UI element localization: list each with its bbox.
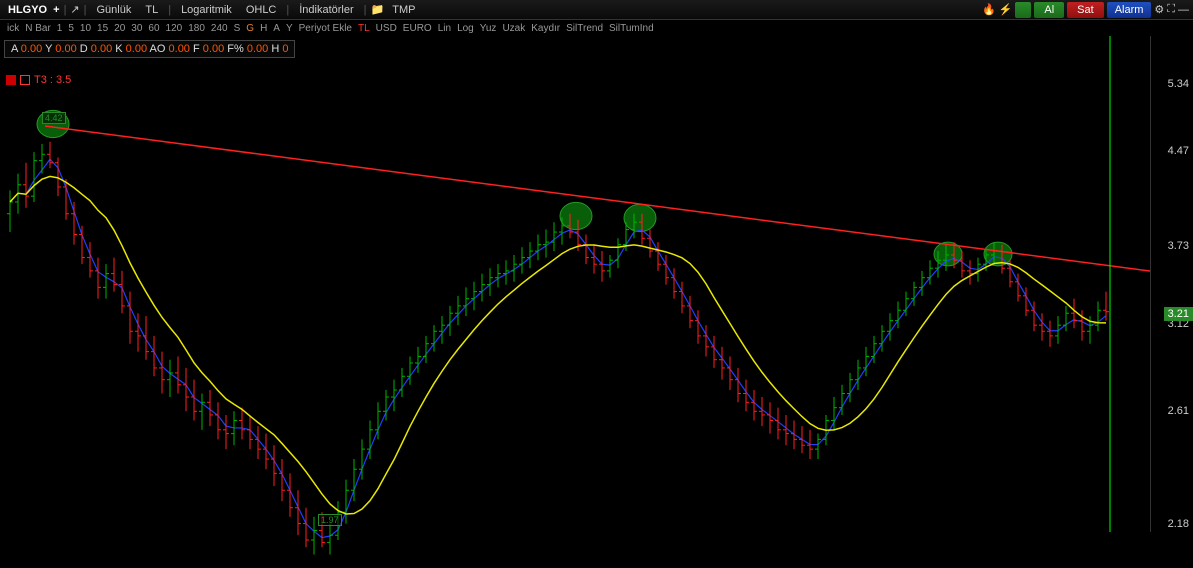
period-uzak[interactable]: Uzak bbox=[499, 23, 528, 34]
period-tl[interactable]: TL bbox=[355, 23, 373, 34]
period-240[interactable]: 240 bbox=[208, 23, 231, 34]
folder-icon[interactable]: 📁 bbox=[371, 3, 385, 16]
period-lin[interactable]: Lin bbox=[435, 23, 454, 34]
period-1[interactable]: 1 bbox=[54, 23, 66, 34]
y-tick: 3.73 bbox=[1168, 240, 1189, 252]
symbol-label[interactable]: HLGYO bbox=[4, 4, 51, 16]
main-toolbar: HLGYO + | ↗ | Günlük TL | Logaritmik OHL… bbox=[0, 0, 1193, 20]
period-a[interactable]: A bbox=[270, 23, 283, 34]
period-10[interactable]: 10 bbox=[77, 23, 94, 34]
style-select[interactable]: OHLC bbox=[240, 4, 283, 16]
currency-select[interactable]: TL bbox=[139, 4, 164, 16]
period-h[interactable]: H bbox=[257, 23, 270, 34]
expand-icon[interactable]: ⛶ bbox=[1167, 3, 1175, 16]
green-action-icon[interactable] bbox=[1015, 2, 1031, 18]
scale-select[interactable]: Logaritmik bbox=[175, 4, 238, 16]
bolt-icon[interactable]: ⚡ bbox=[999, 3, 1013, 16]
period-120[interactable]: 120 bbox=[163, 23, 186, 34]
add-icon[interactable]: + bbox=[53, 4, 59, 16]
period-30[interactable]: 30 bbox=[128, 23, 145, 34]
period-ick[interactable]: ick bbox=[4, 23, 22, 34]
price-chart[interactable] bbox=[0, 36, 1150, 568]
y-tick: 5.34 bbox=[1168, 78, 1189, 90]
flame-icon[interactable]: 🔥 bbox=[982, 3, 996, 16]
current-price-tag: 3.21 bbox=[1164, 307, 1193, 321]
low-callout: 1.97 bbox=[318, 514, 342, 526]
high-callout: 4.42 bbox=[42, 112, 66, 124]
minimize-icon[interactable]: — bbox=[1178, 4, 1189, 16]
indicators-button[interactable]: İndikatörler bbox=[293, 4, 359, 16]
period-kaydır[interactable]: Kaydır bbox=[528, 23, 563, 34]
period-siltumind[interactable]: SilTumInd bbox=[606, 23, 657, 34]
period-yuz[interactable]: Yuz bbox=[477, 23, 500, 34]
period-s[interactable]: S bbox=[231, 23, 244, 34]
period-siltrend[interactable]: SilTrend bbox=[563, 23, 606, 34]
period-euro[interactable]: EURO bbox=[400, 23, 435, 34]
period-usd[interactable]: USD bbox=[373, 23, 400, 34]
alarm-button[interactable]: Alarm bbox=[1107, 2, 1152, 18]
sell-button[interactable]: Sat bbox=[1067, 2, 1104, 18]
timeframe-select[interactable]: Günlük bbox=[91, 4, 138, 16]
y-tick: 2.18 bbox=[1168, 518, 1189, 530]
buy-button[interactable]: Al bbox=[1034, 2, 1064, 18]
period-60[interactable]: 60 bbox=[145, 23, 162, 34]
period-15[interactable]: 15 bbox=[94, 23, 111, 34]
tmp-button[interactable]: TMP bbox=[386, 4, 421, 16]
period-20[interactable]: 20 bbox=[111, 23, 128, 34]
period-bar: ickN Bar151015203060120180240SGHAYPeriyo… bbox=[0, 20, 1193, 36]
period-n-bar[interactable]: N Bar bbox=[22, 23, 54, 34]
period-180[interactable]: 180 bbox=[185, 23, 208, 34]
period-y[interactable]: Y bbox=[283, 23, 296, 34]
period-5[interactable]: 5 bbox=[65, 23, 77, 34]
period-periyot-ekle[interactable]: Periyot Ekle bbox=[296, 23, 355, 34]
y-axis: 5.344.473.733.122.612.183.21 bbox=[1150, 36, 1193, 532]
y-tick: 2.61 bbox=[1168, 405, 1189, 417]
gear-icon[interactable]: ⚙ bbox=[1154, 3, 1164, 16]
popout-icon[interactable]: ↗ bbox=[70, 3, 79, 16]
y-tick: 4.47 bbox=[1168, 145, 1189, 157]
period-log[interactable]: Log bbox=[454, 23, 477, 34]
period-g[interactable]: G bbox=[243, 23, 257, 34]
